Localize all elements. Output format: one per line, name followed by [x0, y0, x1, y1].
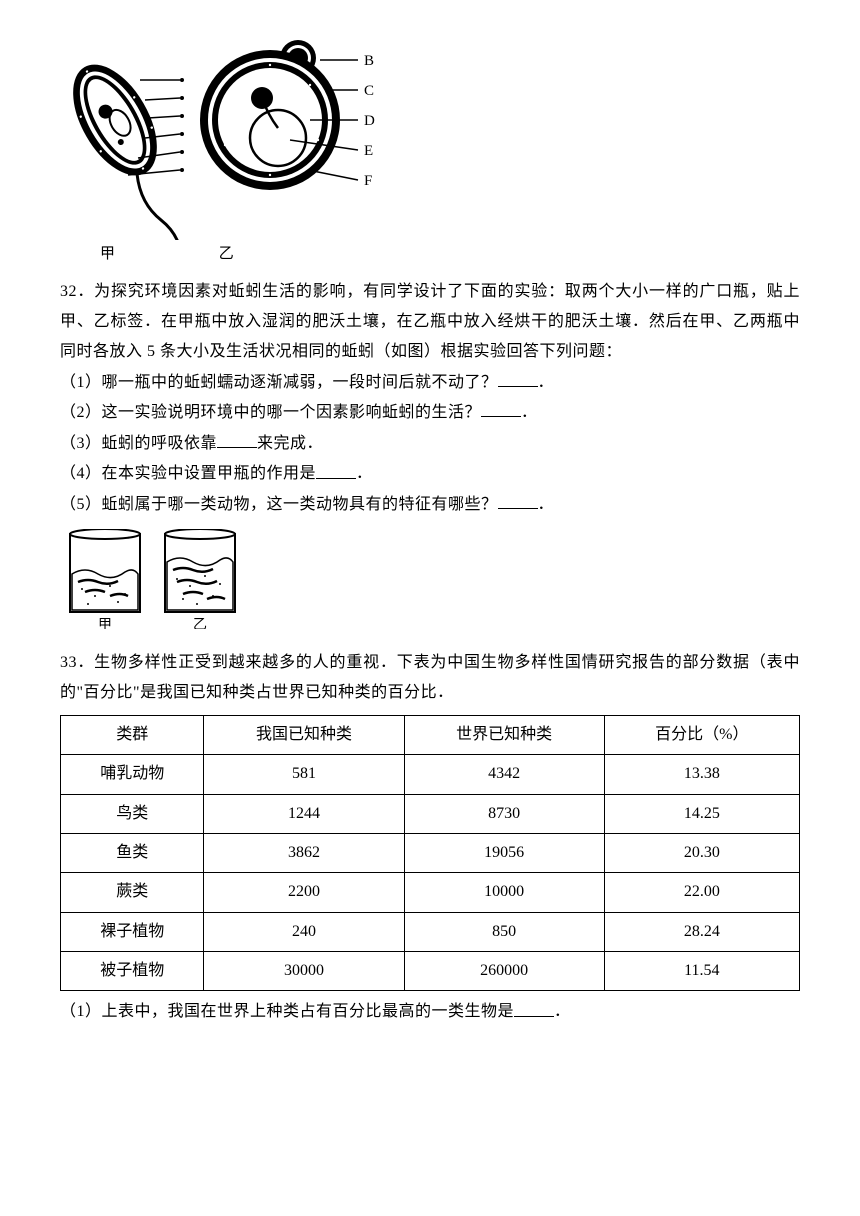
- table-row: 鸟类 1244 8730 14.25: [61, 794, 800, 833]
- svg-text:E: E: [364, 143, 373, 159]
- blank: [217, 429, 257, 448]
- q32-sub4-text: （4）在本实验中设置甲瓶的作用是: [60, 466, 316, 483]
- cell: 蕨类: [61, 873, 204, 912]
- q33-sub1: （1）上表中，我国在世界上种类占有百分比最高的一类生物是 ．: [60, 997, 800, 1028]
- cell: 1244: [204, 794, 404, 833]
- th-2: 世界已知种类: [404, 715, 604, 754]
- q32-sub4: （4）在本实验中设置甲瓶的作用是 ．: [60, 459, 800, 490]
- cell-figure-labels: 甲 乙: [60, 240, 800, 269]
- svg-text:D: D: [364, 113, 375, 129]
- blank: [481, 398, 521, 417]
- period: ．: [554, 1004, 571, 1021]
- label-jia: 甲: [100, 240, 115, 269]
- jars-figure: 甲 乙: [60, 529, 800, 640]
- th-3: 百分比（%）: [604, 715, 799, 754]
- q32-sub3-text-b: 来完成．: [257, 435, 323, 452]
- cell: 14.25: [604, 794, 799, 833]
- q32-sub5-text: （5）蚯蚓属于哪一类动物，这一类动物具有的特征有哪些？: [60, 496, 498, 513]
- cell: 10000: [404, 873, 604, 912]
- q32-sub1: （1）哪一瓶中的蚯蚓蠕动逐渐减弱，一段时间后就不动了？ ．: [60, 368, 800, 399]
- q32-sub2-text: （2）这一实验说明环境中的哪一个因素影响蚯蚓的生活？: [60, 404, 481, 421]
- cell: 240: [204, 912, 404, 951]
- cell: 裸子植物: [61, 912, 204, 951]
- cell: 13.38: [604, 755, 799, 794]
- q32-sub2: （2）这一实验说明环境中的哪一个因素影响蚯蚓的生活？ ．: [60, 398, 800, 429]
- period: ．: [538, 374, 555, 391]
- table-row: 鱼类 3862 19056 20.30: [61, 833, 800, 872]
- blank: [498, 490, 538, 509]
- period: ．: [521, 404, 538, 421]
- cell: 3862: [204, 833, 404, 872]
- table-row: 被子植物 30000 260000 11.54: [61, 952, 800, 991]
- biodiversity-table: 类群 我国已知种类 世界已知种类 百分比（%） 哺乳动物 581 4342 13…: [60, 715, 800, 992]
- cell: 30000: [204, 952, 404, 991]
- th-1: 我国已知种类: [204, 715, 404, 754]
- cell-diagram-figure: B C D E F 甲 乙: [60, 10, 800, 269]
- q33-stem: 33．生物多样性正受到越来越多的人的重视．下表为中国生物多样性国情研究报告的部分…: [60, 648, 800, 709]
- th-0: 类群: [61, 715, 204, 754]
- table-row: 蕨类 2200 10000 22.00: [61, 873, 800, 912]
- cell: 581: [204, 755, 404, 794]
- svg-text:F: F: [364, 173, 372, 189]
- svg-text:B: B: [364, 53, 374, 69]
- label-yi: 乙: [219, 240, 234, 269]
- jars-svg: 甲 乙: [60, 529, 260, 629]
- q32-stem: 32．为探究环境因素对蚯蚓生活的影响，有同学设计了下面的实验：取两个大小一样的广…: [60, 277, 800, 368]
- cell: 8730: [404, 794, 604, 833]
- cell: 20.30: [604, 833, 799, 872]
- cell: 被子植物: [61, 952, 204, 991]
- period: ．: [356, 466, 373, 483]
- period: ．: [538, 496, 555, 513]
- q32-sub3-text-a: （3）蚯蚓的呼吸依靠: [60, 435, 217, 452]
- blank: [498, 368, 538, 387]
- cell: 2200: [204, 873, 404, 912]
- cell: 哺乳动物: [61, 755, 204, 794]
- q32-sub1-text: （1）哪一瓶中的蚯蚓蠕动逐渐减弱，一段时间后就不动了？: [60, 374, 498, 391]
- table-row: 哺乳动物 581 4342 13.38: [61, 755, 800, 794]
- cell-diagram-svg: B C D E F: [60, 10, 380, 240]
- cell: 22.00: [604, 873, 799, 912]
- cell: 4342: [404, 755, 604, 794]
- svg-text:甲: 甲: [98, 618, 112, 629]
- cell: 260000: [404, 952, 604, 991]
- svg-text:C: C: [364, 83, 374, 99]
- q33-sub1-text: （1）上表中，我国在世界上种类占有百分比最高的一类生物是: [60, 1004, 514, 1021]
- q32-sub3: （3）蚯蚓的呼吸依靠 来完成．: [60, 429, 800, 460]
- svg-text:乙: 乙: [193, 617, 207, 629]
- cell: 鱼类: [61, 833, 204, 872]
- q32-sub5: （5）蚯蚓属于哪一类动物，这一类动物具有的特征有哪些？ ．: [60, 490, 800, 521]
- table-row: 裸子植物 240 850 28.24: [61, 912, 800, 951]
- cell: 鸟类: [61, 794, 204, 833]
- blank: [514, 997, 554, 1016]
- cell: 19056: [404, 833, 604, 872]
- blank: [316, 459, 356, 478]
- cell: 11.54: [604, 952, 799, 991]
- table-header-row: 类群 我国已知种类 世界已知种类 百分比（%）: [61, 715, 800, 754]
- cell: 850: [404, 912, 604, 951]
- cell: 28.24: [604, 912, 799, 951]
